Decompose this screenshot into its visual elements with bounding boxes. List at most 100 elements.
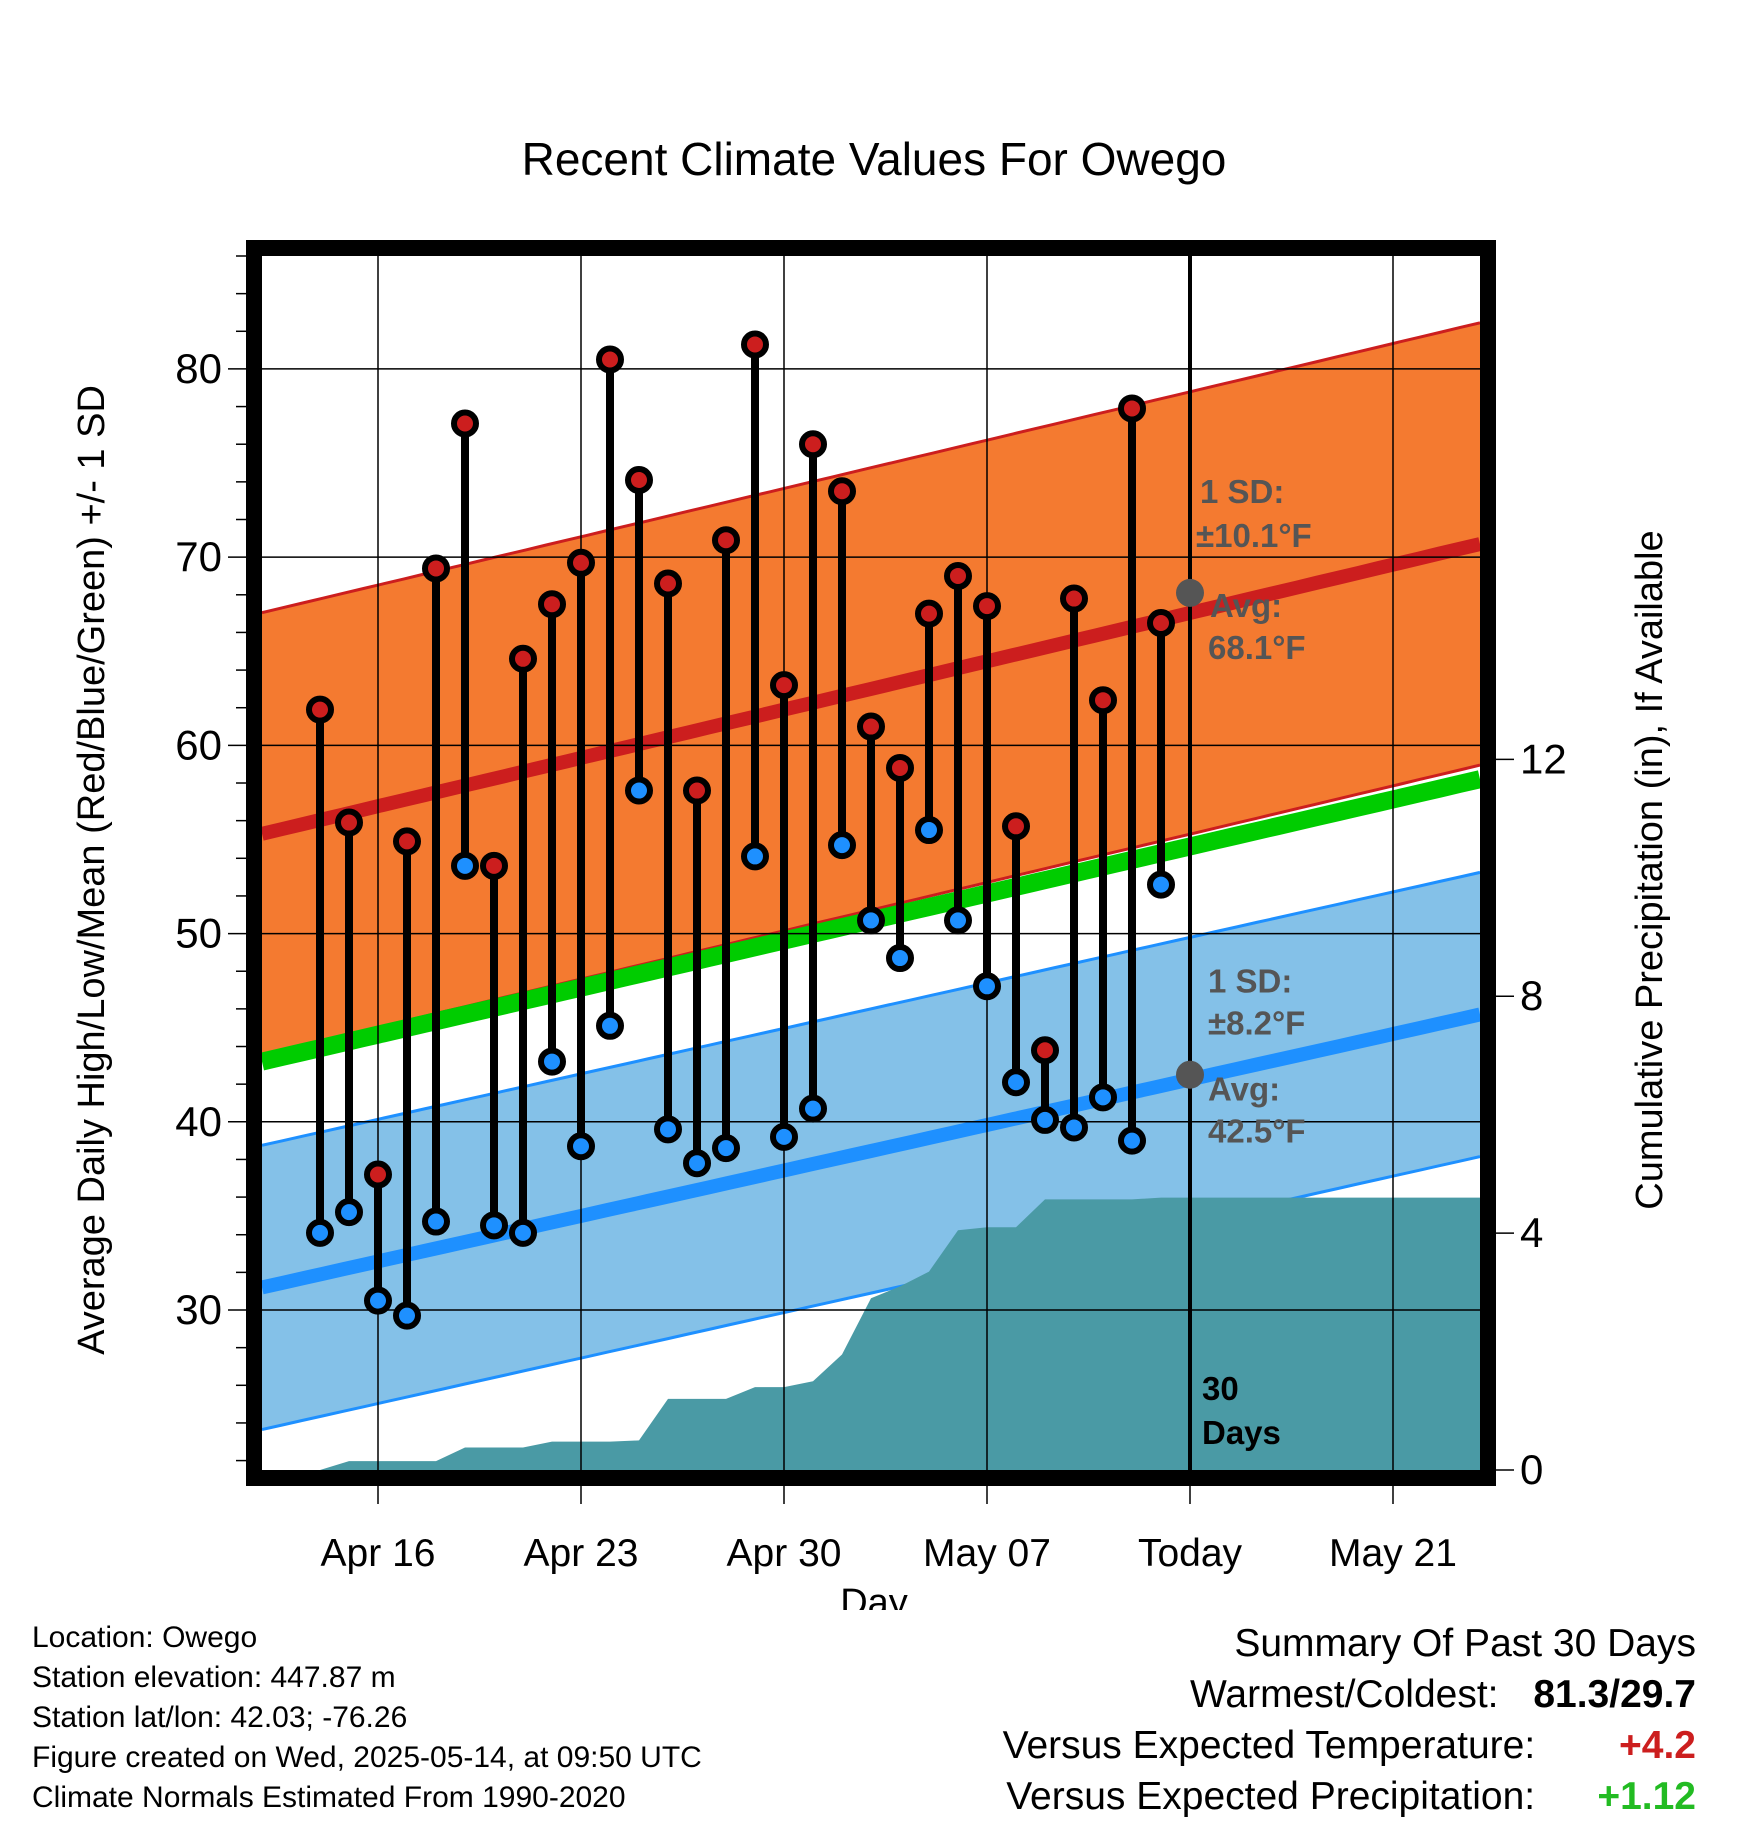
summary-warmest-value: 81.3/29.7 [1533,1673,1696,1716]
low-point [741,842,769,871]
high-point [335,808,363,837]
station-info: Location: Owego Station elevation: 447.8… [32,1618,702,1818]
high-point [393,827,421,856]
info-created: Figure created on Wed, 2025-05-14, at 09… [32,1741,702,1774]
high-point [451,409,479,438]
high-point [509,644,537,673]
high-point [538,590,566,619]
low-point [857,906,885,935]
high-point [857,712,885,741]
y2-tick-label: 12 [1520,735,1567,782]
low-point [1147,870,1175,899]
x-tick-label: Apr 30 [727,1532,842,1575]
today-days-label-1: 30 [1202,1370,1239,1407]
high-point [915,599,943,628]
x-tick-label: May 21 [1329,1532,1457,1575]
high-point [625,465,653,494]
low-point [422,1207,450,1236]
x-tick-label: May 07 [923,1532,1051,1575]
high-point [944,561,972,590]
low-point [480,1211,508,1240]
high-point [480,851,508,880]
y-tick-label: 70 [175,533,222,580]
low-sd-label-1: 1 SD: [1208,963,1292,1000]
low-point [538,1047,566,1076]
high-point [1031,1036,1059,1065]
high-point [1060,584,1088,613]
low-point [393,1301,421,1330]
low-avg-marker [1176,1060,1204,1089]
summary-panel: Summary Of Past 30 Days Warmest/Coldest:… [1003,1618,1696,1822]
high-point [1118,394,1146,423]
high-point [654,569,682,598]
y-tick-label: 80 [175,345,222,392]
low-point [770,1122,798,1151]
plot-content: 1 SD: ±10.1°F Avg: 68.1°F 1 SD: ±8.2°F Avg: 42.… [262,256,1480,1470]
summary-temp-value: +4.2 [1619,1724,1696,1767]
summary-warmest-label: Warmest/Coldest: [1190,1673,1499,1716]
low-point [915,816,943,845]
low-point [973,972,1001,1001]
low-point [1031,1105,1059,1134]
x-axis-label: Day [840,1582,908,1610]
y-tick-label: 60 [175,721,222,768]
low-point [886,944,914,973]
low-point [712,1134,740,1163]
low-point [683,1149,711,1178]
y-axis-label: Average Daily High/Low/Mean (Red/Blue/Gr… [71,385,113,1355]
today-days-label-2: Days [1202,1414,1281,1451]
low-sd-label-2: ±8.2°F [1208,1005,1305,1042]
low-point [1118,1126,1146,1155]
info-elevation: Station elevation: 447.87 m [32,1661,396,1694]
low-point [944,906,972,935]
high-point [1002,812,1030,841]
low-point [306,1218,334,1247]
low-point [799,1094,827,1123]
summary-temp-label: Versus Expected Temperature: [1002,1724,1536,1767]
high-point [741,330,769,359]
y2-tick-label: 8 [1520,972,1543,1019]
summary-temp-row: Versus Expected Temperature: +4.2 [1003,1720,1696,1771]
precipitation-area [291,1197,1480,1470]
high-point [596,345,624,374]
low-point [335,1198,363,1227]
low-point [654,1115,682,1144]
low-point [596,1011,624,1040]
high-point [973,592,1001,621]
high-point [828,477,856,506]
low-point [1002,1068,1030,1097]
y-tick-label: 40 [175,1098,222,1145]
high-point [364,1160,392,1189]
y2-tick-label: 4 [1520,1209,1543,1256]
high-avg-label-2: 68.1°F [1208,629,1306,666]
high-avg-label-1: Avg: [1210,587,1282,624]
high-point [683,776,711,805]
high-avg-marker [1176,578,1204,607]
x-tick-label: Apr 23 [524,1532,639,1575]
info-normals: Climate Normals Estimated From 1990-2020 [32,1781,626,1814]
low-point [828,831,856,860]
high-point [799,430,827,459]
high-point [1147,609,1175,638]
low-point [1089,1083,1117,1112]
summary-warmest-row: Warmest/Coldest: 81.3/29.7 [1003,1669,1696,1720]
climate-chart: Recent Climate Values For Owego 1 SD: ±10… [71,133,1671,1610]
summary-precip-label: Versus Expected Precipitation: [1006,1775,1536,1818]
chart-title: Recent Climate Values For Owego [522,133,1227,185]
high-point [422,554,450,583]
summary-title: Summary Of Past 30 Days [1234,1622,1696,1665]
low-normal-line [262,1007,1480,1295]
low-avg-label-1: Avg: [1208,1071,1280,1108]
high-point [1089,686,1117,715]
info-latlon: Station lat/lon: 42.03; -76.26 [32,1701,408,1734]
low-point [625,776,653,805]
info-location: Location: Owego [32,1621,258,1654]
high-sd-label-2: ±10.1°F [1196,517,1312,554]
high-point [567,548,595,577]
high-point [770,671,798,700]
plot-frame [246,240,1496,1486]
summary-precip-value: +1.12 [1597,1775,1696,1818]
y2-tick-label: 0 [1520,1446,1543,1493]
low-point [1060,1113,1088,1142]
low-point [567,1132,595,1161]
